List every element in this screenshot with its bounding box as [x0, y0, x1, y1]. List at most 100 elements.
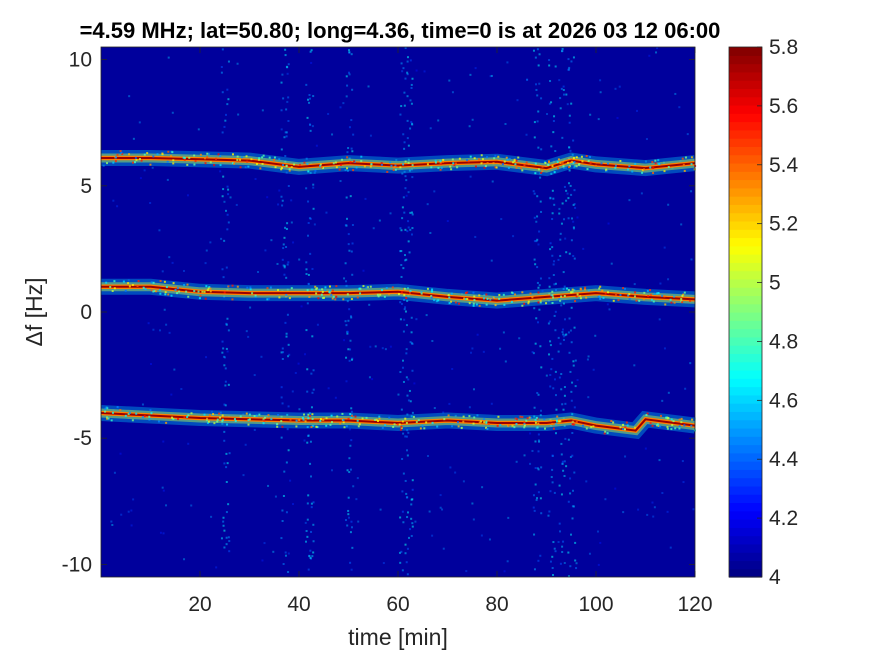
noise-speck [348, 308, 351, 311]
trace-speck [678, 425, 681, 428]
noise-speck [348, 157, 351, 160]
noise-speck [572, 56, 575, 59]
trace-speck [385, 286, 388, 289]
trace-speck [495, 166, 498, 169]
noise-speck [573, 289, 576, 292]
noise-speck [399, 301, 402, 304]
trace-speck [219, 411, 222, 414]
noise-speck [616, 116, 619, 119]
trace-speck [378, 415, 381, 418]
noise-speck [570, 102, 573, 105]
trace-speck [442, 158, 445, 161]
trace-speck [164, 293, 167, 296]
colorbar-strip [729, 469, 762, 479]
trace-speck [311, 413, 314, 416]
noise-speck [536, 238, 539, 241]
noise-speck [646, 513, 649, 516]
noise-speck [548, 277, 551, 280]
colorbar-strip [729, 187, 762, 197]
trace-speck [109, 286, 112, 289]
trace-speck [227, 285, 230, 288]
noise-speck [566, 192, 569, 195]
noise-speck [570, 533, 573, 536]
trace-speck [585, 155, 588, 158]
trace-speck [683, 424, 686, 427]
trace-speck [473, 157, 476, 160]
noise-speck [274, 495, 277, 498]
trace-speck [383, 295, 386, 298]
trace-speck [262, 422, 265, 425]
trace-speck [528, 416, 531, 419]
trace-speck [171, 151, 174, 154]
trace-speck [285, 293, 288, 296]
noise-speck [348, 457, 351, 460]
noise-speck [205, 356, 208, 359]
trace-speck [170, 155, 173, 158]
trace-speck [254, 294, 257, 297]
colorbar-strip [729, 63, 762, 73]
noise-speck [588, 552, 591, 555]
noise-speck [312, 369, 315, 372]
trace-speck [308, 415, 311, 418]
trace-speck [135, 159, 138, 162]
noise-speck [222, 276, 225, 279]
noise-speck [306, 535, 309, 538]
noise-speck [533, 415, 536, 418]
noise-speck [575, 567, 578, 570]
noise-speck [608, 308, 611, 311]
noise-speck [278, 189, 281, 192]
noise-speck [406, 429, 409, 432]
noise-speck [663, 246, 666, 249]
noise-speck [574, 359, 577, 362]
trace-speck [568, 166, 571, 169]
noise-speck [406, 299, 409, 302]
noise-speck [399, 318, 402, 321]
noise-speck [400, 229, 403, 232]
trace-speck [539, 299, 542, 302]
trace-speck [579, 297, 582, 300]
noise-speck [534, 467, 537, 470]
noise-speck [285, 335, 288, 338]
trace-speck [559, 420, 562, 423]
noise-speck [350, 316, 353, 319]
trace-speck [262, 418, 265, 421]
trace-speck [317, 297, 320, 300]
trace-speck [231, 162, 234, 165]
trace-speck [204, 157, 207, 160]
trace-speck [393, 423, 396, 426]
noise-speck [563, 285, 566, 288]
trace-speck [122, 280, 125, 283]
trace-speck [388, 416, 391, 419]
noise-speck [287, 261, 290, 264]
noise-speck [285, 171, 288, 174]
noise-speck [405, 348, 408, 351]
noise-speck [537, 439, 540, 442]
trace-speck [142, 286, 145, 289]
colorbar-tick-label: 4.4 [769, 448, 799, 471]
trace-speck [604, 292, 607, 295]
trace-speck [255, 414, 258, 417]
noise-speck [285, 332, 288, 335]
noise-speck [406, 573, 409, 576]
trace-speck [412, 415, 415, 418]
noise-speck [550, 101, 553, 104]
trace-speck [267, 297, 270, 300]
colorbar-ticks: 44.24.44.64.855.25.45.65.8 [757, 36, 799, 589]
noise-speck [536, 497, 539, 500]
noise-speck [311, 555, 314, 558]
noise-speck [313, 223, 316, 226]
trace-speck [278, 158, 281, 161]
noise-speck [247, 335, 250, 338]
noise-speck [280, 128, 283, 131]
noise-speck [460, 292, 463, 295]
trace-speck [365, 286, 368, 289]
trace-speck [354, 415, 357, 418]
trace-speck [485, 293, 488, 296]
trace-speck [537, 168, 540, 171]
noise-speck [346, 469, 349, 472]
noise-speck [553, 115, 556, 118]
noise-speck [549, 340, 552, 343]
trace-speck [472, 302, 475, 305]
noise-speck [280, 81, 283, 84]
